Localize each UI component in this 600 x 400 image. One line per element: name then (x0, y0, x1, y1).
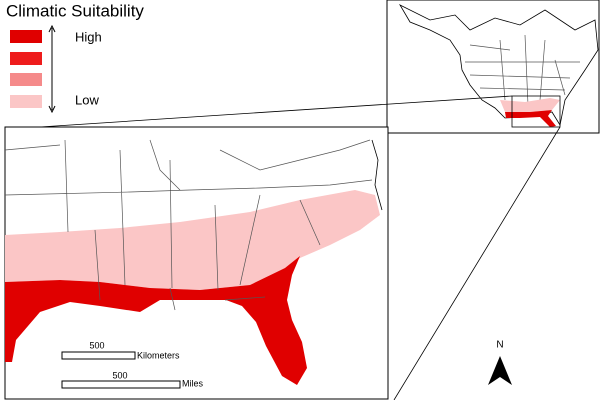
inset-low-zone (500, 98, 560, 112)
leader-line (393, 126, 561, 400)
scale-value: 500 (112, 370, 127, 380)
legend-swatch (10, 95, 42, 108)
coastline (371, 139, 383, 211)
north-label: N (496, 340, 503, 351)
legend-swatch (10, 73, 42, 86)
legend-arrow-heads (48, 24, 56, 114)
scale-value: 500 (89, 340, 104, 350)
scale-unit: Kilometers (137, 350, 180, 360)
scale-bar-km (61, 351, 136, 360)
legend-swatches (10, 30, 42, 108)
legend-high: High (75, 29, 102, 44)
leader-line (39, 95, 513, 128)
scale-bar-mi (61, 380, 181, 389)
north-arrow (488, 356, 512, 385)
scale-unit: Miles (182, 378, 204, 388)
inset-extent-box (511, 95, 561, 128)
high-suitability-zone (5, 256, 307, 385)
legend-title: Climatic Suitability (6, 1, 144, 20)
inset-high-zone (505, 110, 556, 127)
legend-swatch (10, 52, 42, 65)
low-suitability-zone (5, 190, 380, 290)
inset-map (386, 0, 600, 134)
legend-low: Low (75, 92, 99, 107)
legend-swatch (10, 30, 42, 43)
